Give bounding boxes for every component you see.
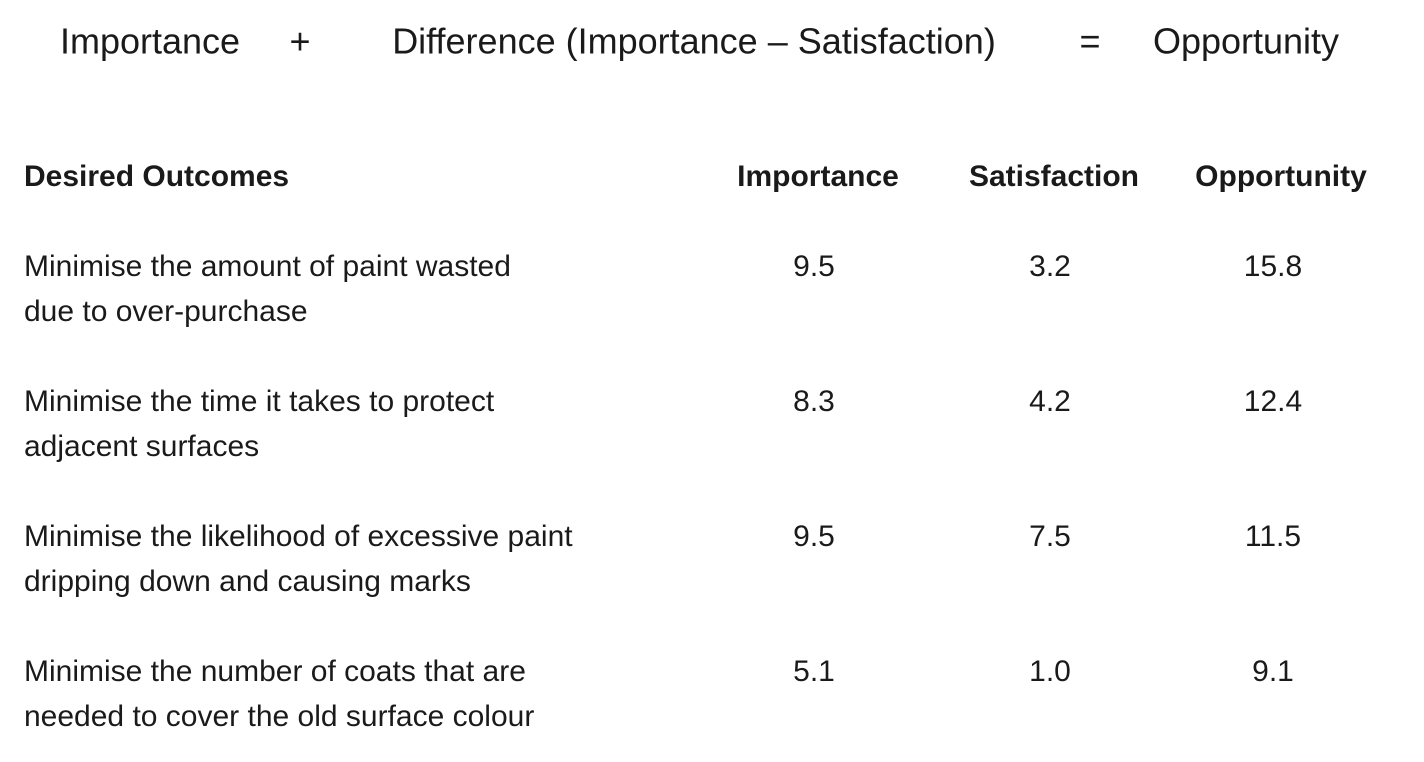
outcome-text: Minimise the time it takes to protect xyxy=(24,385,495,418)
outcome-text: Minimise the number of coats that are xyxy=(24,655,526,688)
formula-term: + xyxy=(289,21,310,62)
satisfaction-cell: 4.2 xyxy=(1029,385,1071,418)
column-header: Desired Outcomes xyxy=(24,160,289,193)
formula-term: Opportunity xyxy=(1153,21,1339,62)
outcome-text: adjacent surfaces xyxy=(24,430,259,463)
column-header: Opportunity xyxy=(1195,160,1367,193)
outcome-text: due to over-purchase xyxy=(24,295,308,328)
importance-cell: 9.5 xyxy=(793,520,835,553)
importance-cell: 9.5 xyxy=(793,250,835,283)
outcome-text: Minimise the amount of paint wasted xyxy=(24,250,511,283)
opportunity-cell: 15.8 xyxy=(1244,250,1302,283)
column-header: Importance xyxy=(737,160,899,193)
satisfaction-cell: 3.2 xyxy=(1029,250,1071,283)
satisfaction-cell: 7.5 xyxy=(1029,520,1071,553)
satisfaction-cell: 1.0 xyxy=(1029,655,1071,688)
opportunity-cell: 12.4 xyxy=(1244,385,1302,418)
formula-term: Importance xyxy=(60,21,240,62)
column-header: Satisfaction xyxy=(969,160,1139,193)
opportunity-cell: 9.1 xyxy=(1252,655,1294,688)
outcome-text: needed to cover the old surface colour xyxy=(24,700,534,733)
formula-term: = xyxy=(1079,21,1100,62)
importance-cell: 5.1 xyxy=(793,655,835,688)
opportunity-cell: 11.5 xyxy=(1245,520,1301,553)
outcome-text: dripping down and causing marks xyxy=(24,565,471,598)
importance-cell: 8.3 xyxy=(793,385,835,418)
formula-term: Difference (Importance – Satisfaction) xyxy=(392,21,996,62)
outcome-text: Minimise the likelihood of excessive pai… xyxy=(24,520,573,553)
